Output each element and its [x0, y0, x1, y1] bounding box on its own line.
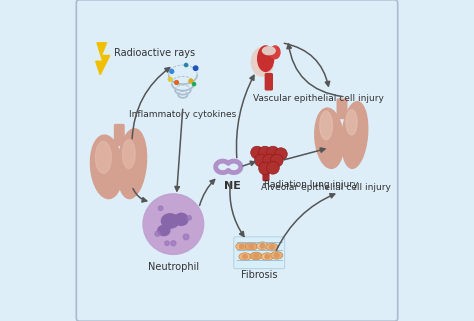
Ellipse shape	[158, 225, 170, 236]
Text: Neutrophil: Neutrophil	[148, 262, 199, 272]
Ellipse shape	[256, 242, 268, 250]
Circle shape	[263, 154, 275, 167]
Circle shape	[168, 77, 172, 81]
Text: Radioactive rays: Radioactive rays	[115, 48, 196, 57]
FancyBboxPatch shape	[263, 169, 269, 180]
Text: Alveolar epithelial cell injury: Alveolar epithelial cell injury	[261, 183, 391, 192]
Ellipse shape	[91, 135, 123, 199]
Circle shape	[171, 241, 176, 246]
Ellipse shape	[315, 108, 344, 169]
Ellipse shape	[271, 252, 283, 259]
Circle shape	[251, 146, 264, 159]
Ellipse shape	[165, 224, 170, 228]
Ellipse shape	[342, 102, 368, 168]
Ellipse shape	[270, 46, 280, 59]
Ellipse shape	[320, 111, 332, 140]
Ellipse shape	[95, 142, 111, 173]
Circle shape	[143, 194, 204, 254]
Ellipse shape	[250, 252, 262, 260]
Circle shape	[259, 162, 272, 175]
Ellipse shape	[261, 253, 273, 260]
Circle shape	[265, 254, 269, 259]
Circle shape	[255, 154, 267, 167]
Circle shape	[143, 194, 204, 254]
Ellipse shape	[245, 243, 257, 250]
Polygon shape	[96, 43, 109, 74]
Circle shape	[266, 161, 279, 174]
Ellipse shape	[263, 47, 275, 55]
Circle shape	[274, 148, 287, 160]
Ellipse shape	[251, 48, 273, 76]
Circle shape	[259, 146, 272, 159]
Ellipse shape	[173, 218, 179, 222]
Circle shape	[239, 244, 244, 249]
Circle shape	[184, 64, 188, 67]
Circle shape	[274, 253, 279, 257]
Ellipse shape	[346, 109, 357, 135]
Ellipse shape	[118, 129, 146, 199]
Text: Vascular epithelial cell injury: Vascular epithelial cell injury	[253, 94, 384, 103]
Text: Radiation lung injury: Radiation lung injury	[264, 179, 358, 189]
Circle shape	[165, 241, 169, 246]
Circle shape	[270, 154, 283, 167]
Text: NE: NE	[224, 181, 241, 191]
Ellipse shape	[239, 253, 251, 260]
Ellipse shape	[174, 213, 188, 225]
Circle shape	[254, 254, 258, 258]
FancyBboxPatch shape	[234, 237, 285, 269]
Ellipse shape	[266, 243, 278, 251]
Circle shape	[270, 245, 274, 249]
Ellipse shape	[236, 243, 248, 250]
FancyBboxPatch shape	[337, 99, 347, 118]
Circle shape	[174, 81, 178, 84]
Text: Fibrosis: Fibrosis	[241, 270, 277, 280]
Circle shape	[193, 66, 198, 70]
FancyBboxPatch shape	[115, 125, 124, 145]
Ellipse shape	[162, 214, 179, 228]
Circle shape	[266, 146, 279, 159]
Circle shape	[155, 231, 160, 236]
Circle shape	[187, 216, 191, 220]
Circle shape	[189, 79, 193, 83]
Circle shape	[243, 254, 247, 259]
Circle shape	[249, 244, 254, 249]
Text: Inflammatory cytokines: Inflammatory cytokines	[129, 109, 237, 118]
Ellipse shape	[258, 46, 273, 71]
Circle shape	[260, 244, 264, 248]
Circle shape	[183, 234, 189, 240]
Circle shape	[170, 69, 173, 73]
Ellipse shape	[122, 140, 135, 169]
Circle shape	[192, 82, 196, 86]
FancyBboxPatch shape	[265, 74, 273, 90]
Circle shape	[158, 206, 163, 211]
